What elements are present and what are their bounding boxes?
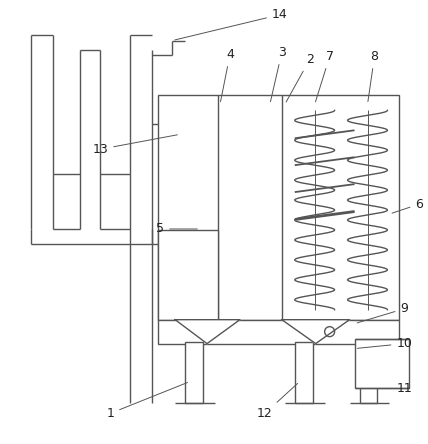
Text: 4: 4: [220, 48, 234, 102]
Text: 14: 14: [175, 8, 288, 40]
Bar: [158, 95, 399, 320]
Text: 13: 13: [92, 135, 177, 156]
Text: 6: 6: [392, 198, 423, 213]
Bar: [354, 339, 409, 388]
Text: 10: 10: [357, 337, 412, 350]
Polygon shape: [282, 320, 350, 344]
Text: 5: 5: [156, 222, 197, 235]
Text: 8: 8: [368, 50, 378, 102]
Text: 1: 1: [107, 383, 187, 420]
Text: 11: 11: [357, 382, 412, 395]
Bar: [295, 341, 313, 404]
Polygon shape: [175, 320, 240, 344]
Text: 9: 9: [357, 302, 408, 323]
Text: 2: 2: [286, 53, 314, 102]
Text: 3: 3: [270, 46, 286, 102]
Text: 7: 7: [315, 50, 333, 102]
Bar: [185, 341, 203, 404]
Bar: [360, 341, 377, 404]
Bar: [158, 230, 218, 320]
Text: 12: 12: [257, 383, 297, 420]
Bar: [158, 320, 399, 344]
